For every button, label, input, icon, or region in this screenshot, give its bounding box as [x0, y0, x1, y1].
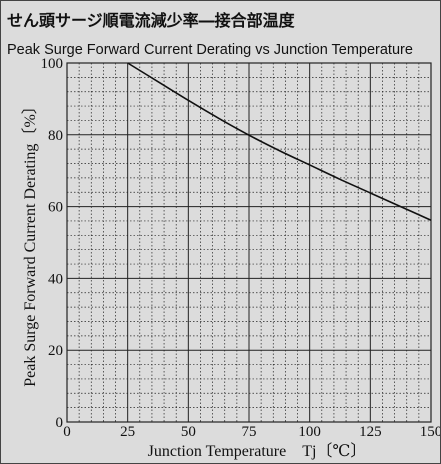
- derating-curve: [127, 62, 432, 221]
- series-layer: [127, 62, 432, 221]
- y-tick-label: 0: [56, 415, 64, 431]
- x-tick-label: 125: [359, 424, 382, 440]
- y-tick-label: 100: [41, 56, 64, 72]
- plot-area-border: [66, 62, 432, 423]
- y-axis-label: Peak Surge Forward Current Derating〔%〕: [21, 98, 39, 387]
- x-tick-label: 50: [181, 424, 196, 440]
- x-axis-label: Junction Temperature Tj〔℃〕: [148, 442, 367, 460]
- major-grid: [66, 62, 432, 423]
- y-tick-label: 80: [48, 128, 63, 144]
- x-tick-label: 25: [120, 424, 135, 440]
- y-axis-tick-labels: 0 20 40 60 80 100: [41, 56, 64, 431]
- x-tick-label: 100: [298, 424, 321, 440]
- y-tick-label: 40: [48, 271, 63, 287]
- x-tick-label: 0: [63, 424, 71, 440]
- x-tick-label: 75: [242, 424, 257, 440]
- x-axis-tick-labels: 0 25 50 75 100 125 150: [63, 424, 441, 440]
- x-tick-label: 150: [420, 424, 441, 440]
- chart-title-english: Peak Surge Forward Current Derating vs J…: [7, 42, 413, 58]
- chart-title-japanese: せん頭サージ順電流減少率―接合部温度: [7, 11, 295, 30]
- y-tick-label: 60: [48, 200, 63, 216]
- y-tick-label: 20: [48, 343, 63, 359]
